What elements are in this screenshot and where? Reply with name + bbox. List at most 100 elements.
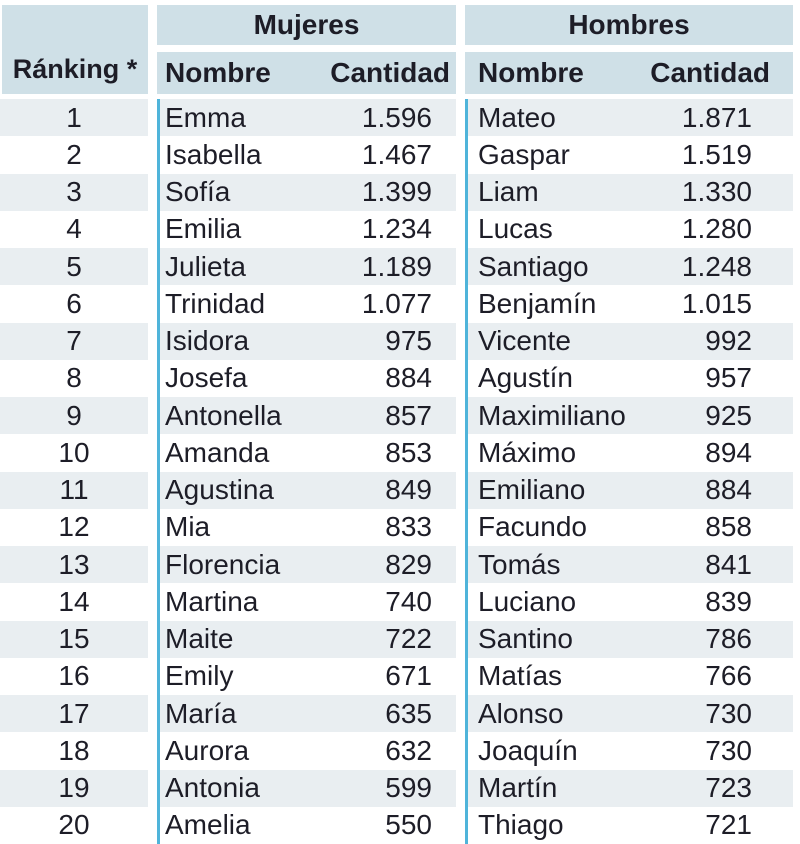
hombres-row-cells: Luciano 839 bbox=[465, 583, 793, 621]
column-gap bbox=[456, 621, 465, 658]
rank-cell: 12 bbox=[58, 511, 90, 543]
column-gap bbox=[456, 807, 465, 844]
column-gap bbox=[148, 732, 157, 769]
table-row: 3 Sofía 1.399 Liam 1.330 bbox=[0, 173, 800, 211]
rank-cell: 3 bbox=[0, 173, 148, 211]
mujeres-qty-cell: 599 bbox=[385, 772, 432, 804]
rank-cell: 14 bbox=[58, 585, 90, 617]
mujeres-qty-cell: 632 bbox=[385, 734, 432, 766]
ranking-header-cell: Ránking * bbox=[2, 5, 148, 94]
mujeres-group-header: Mujeres bbox=[157, 5, 456, 45]
hombres-name-cell: Gaspar bbox=[478, 138, 570, 170]
hombres-qty-cell: 1.015 bbox=[681, 287, 752, 319]
right-margin bbox=[793, 397, 800, 434]
hombres-row-cells: Liam 1.330 bbox=[465, 173, 793, 211]
column-gap bbox=[456, 136, 465, 173]
column-gap bbox=[148, 770, 157, 807]
right-margin bbox=[793, 509, 800, 546]
mujeres-row-cells: Amanda 853 bbox=[157, 434, 456, 472]
column-gap bbox=[148, 621, 157, 658]
rank-cell: 18 bbox=[58, 734, 90, 766]
table-header: Ránking * Mujeres Hombres Nombre Cantida… bbox=[0, 0, 800, 99]
hombres-name-cell: Alonso bbox=[478, 697, 564, 729]
mujeres-qty-cell: 829 bbox=[385, 548, 432, 580]
mujeres-row-cells: Amelia 550 bbox=[157, 806, 456, 844]
table-row: 1 Emma 1.596 Mateo 1.871 bbox=[0, 99, 800, 137]
column-gap bbox=[456, 770, 465, 807]
right-margin bbox=[793, 434, 800, 471]
right-margin bbox=[793, 285, 800, 322]
rank-cell: 6 bbox=[66, 287, 82, 319]
table-row: 7 Isidora 975 Vicente 992 bbox=[0, 322, 800, 360]
hombres-qty-cell: 1.871 bbox=[681, 101, 752, 133]
hombres-qty-cell: 721 bbox=[705, 809, 752, 841]
rank-cell: 16 bbox=[58, 660, 90, 692]
mujeres-qty-cell: 1.189 bbox=[361, 250, 432, 282]
hombres-name-cell: Vicente bbox=[478, 325, 571, 357]
mujeres-name-cell: Trinidad bbox=[165, 287, 266, 319]
mujeres-name-cell: Mia bbox=[165, 511, 211, 543]
mujeres-row-cells: Julieta 1.189 bbox=[157, 248, 456, 286]
rank-cell: 19 bbox=[0, 769, 148, 807]
hombres-row-cells: Facundo 858 bbox=[465, 508, 793, 546]
column-gap bbox=[148, 658, 157, 695]
mujeres-qty-cell: 853 bbox=[385, 436, 432, 468]
table-row: 17 María 635 Alonso 730 bbox=[0, 695, 800, 733]
rank-cell: 4 bbox=[66, 213, 82, 245]
table-row: 15 Maite 722 Santino 786 bbox=[0, 620, 800, 658]
table-row: 9 Antonella 857 Maximiliano 925 bbox=[0, 397, 800, 435]
table-row: 6 Trinidad 1.077 Benjamín 1.015 bbox=[0, 285, 800, 323]
mujeres-qty-cell: 671 bbox=[385, 660, 432, 692]
hombres-qty-cell: 766 bbox=[705, 660, 752, 692]
mujeres-name-cell: Antonella bbox=[165, 399, 282, 431]
rank-cell: 7 bbox=[0, 322, 148, 360]
mujeres-name-cell: Josefa bbox=[165, 362, 248, 394]
mujeres-qty-cell: 849 bbox=[385, 474, 432, 506]
mujeres-name-cell: María bbox=[165, 697, 237, 729]
mujeres-qty-cell: 1.596 bbox=[361, 101, 432, 133]
rank-cell: 8 bbox=[66, 362, 82, 394]
hombres-qty-cell: 730 bbox=[705, 734, 752, 766]
column-gap bbox=[456, 472, 465, 509]
column-gap bbox=[456, 285, 465, 322]
mujeres-name-cell: Isabella bbox=[165, 138, 262, 170]
table-row: 18 Aurora 632 Joaquín 730 bbox=[0, 732, 800, 770]
mujeres-qty-column-header: Cantidad bbox=[330, 57, 450, 88]
hombres-qty-cell: 723 bbox=[705, 772, 752, 804]
column-gap bbox=[456, 360, 465, 397]
rank-cell: 11 bbox=[0, 471, 148, 509]
table-row: 14 Martina 740 Luciano 839 bbox=[0, 583, 800, 621]
hombres-name-cell: Tomás bbox=[478, 548, 561, 580]
hombres-name-column-header: Nombre bbox=[478, 57, 584, 88]
rank-cell: 2 bbox=[66, 138, 82, 170]
mujeres-name-cell: Maite bbox=[165, 623, 234, 655]
hombres-qty-cell: 841 bbox=[705, 548, 752, 580]
mujeres-qty-cell: 975 bbox=[385, 325, 432, 357]
column-gap bbox=[148, 285, 157, 322]
right-margin bbox=[793, 99, 800, 136]
mujeres-name-cell: Amanda bbox=[165, 436, 270, 468]
hombres-name-cell: Facundo bbox=[478, 511, 587, 543]
right-margin bbox=[793, 583, 800, 620]
rank-cell: 20 bbox=[58, 809, 90, 841]
mujeres-row-cells: Trinidad 1.077 bbox=[157, 285, 456, 323]
hombres-row-cells: Martín 723 bbox=[465, 769, 793, 807]
hombres-group-header: Hombres bbox=[465, 5, 793, 45]
hombres-group-title: Hombres bbox=[568, 9, 690, 40]
mujeres-row-cells: Emilia 1.234 bbox=[157, 210, 456, 248]
hombres-name-cell: Liam bbox=[478, 176, 539, 208]
hombres-name-cell: Santino bbox=[478, 623, 573, 655]
rank-cell: 5 bbox=[0, 248, 148, 286]
hombres-qty-cell: 1.248 bbox=[681, 250, 752, 282]
mujeres-group-title: Mujeres bbox=[253, 9, 360, 40]
mujeres-row-cells: Isidora 975 bbox=[157, 322, 456, 360]
hombres-qty-cell: 957 bbox=[705, 362, 752, 394]
right-margin bbox=[793, 770, 800, 807]
mujeres-qty-cell: 1.234 bbox=[361, 213, 432, 245]
hombres-qty-cell: 884 bbox=[705, 474, 752, 506]
hombres-row-cells: Thiago 721 bbox=[465, 806, 793, 844]
ranking-header-label: Ránking * bbox=[12, 54, 138, 84]
mujeres-row-cells: Martina 740 bbox=[157, 583, 456, 621]
mujeres-name-cell: Julieta bbox=[165, 250, 246, 282]
table-row: 2 Isabella 1.467 Gaspar 1.519 bbox=[0, 136, 800, 174]
